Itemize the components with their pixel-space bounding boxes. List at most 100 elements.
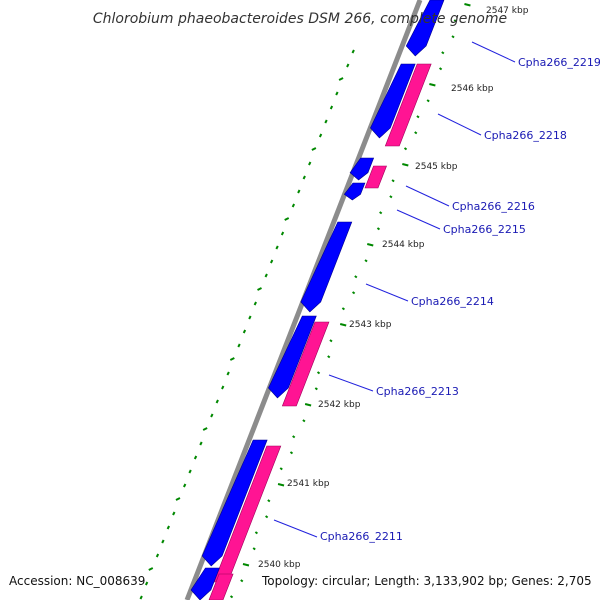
genome-summary-text: Topology: circular; Length: 3,133,902 bp… — [262, 574, 592, 588]
scale-tick — [279, 467, 283, 471]
scale-tick — [389, 195, 393, 199]
gc-dot — [329, 105, 334, 110]
scale-tick-major — [464, 3, 471, 7]
gene-arrow — [343, 182, 366, 201]
gc-dot — [346, 63, 350, 68]
gc-dot — [139, 595, 143, 600]
gc-dot — [264, 273, 268, 278]
scale-tick — [329, 339, 333, 343]
gc-dot — [248, 315, 252, 320]
label-connector — [471, 41, 516, 63]
gc-dots-track — [139, 49, 355, 600]
scale-tick — [364, 259, 368, 263]
gc-dot — [193, 455, 198, 460]
gc-dot — [175, 497, 181, 501]
scale-tick — [379, 211, 383, 215]
gene-arrow — [370, 63, 416, 139]
gene-label-cpha266-2213[interactable]: Cpha266_2213 — [376, 385, 459, 398]
scale-label-2542: 2542 kbp — [318, 400, 361, 410]
gc-dot — [166, 525, 170, 530]
gc-dot — [155, 553, 160, 558]
gc-dot — [311, 147, 317, 151]
accession-text: Accession: NC_008639 — [9, 574, 146, 588]
scale-tick-track — [229, 3, 471, 599]
scale-tick — [441, 51, 445, 55]
label-connector — [273, 519, 318, 538]
scale-label-2544: 2544 kbp — [382, 240, 425, 250]
gc-dot — [237, 343, 241, 348]
cds-feature — [364, 165, 387, 189]
gc-dot — [297, 189, 301, 194]
scale-tick — [302, 419, 306, 423]
gc-dot — [188, 469, 192, 474]
scale-label-2547: 2547 kbp — [486, 6, 529, 16]
scale-tick — [289, 451, 294, 455]
cds-feature — [208, 573, 234, 600]
scale-tick — [265, 515, 269, 519]
label-connector — [365, 283, 409, 302]
scale-tick — [292, 435, 296, 439]
gc-dot — [324, 119, 328, 124]
map-title: Chlorobium phaeobacteroides DSM 266, com… — [93, 11, 507, 27]
scale-tick — [376, 227, 381, 231]
scale-tick — [252, 547, 256, 551]
gc-dot — [172, 511, 176, 516]
gc-dot — [351, 49, 355, 54]
gc-dot — [302, 175, 306, 180]
scale-label-2545: 2545 kbp — [415, 162, 458, 172]
gene-arrow — [268, 315, 317, 399]
gc-dot — [275, 245, 279, 250]
gc-dot — [257, 287, 262, 291]
gene-label-cpha266-2216[interactable]: Cpha266_2216 — [452, 200, 535, 213]
gc-dot — [148, 567, 154, 571]
scale-tick-major — [277, 483, 285, 487]
scale-tick-major — [339, 323, 347, 327]
label-connector — [396, 209, 441, 230]
scale-tick — [327, 355, 331, 359]
cds-feature — [281, 321, 330, 407]
label-connector — [328, 374, 374, 392]
scale-label-2540: 2540 kbp — [258, 560, 301, 570]
gc-dot — [215, 399, 219, 404]
scale-tick — [341, 307, 345, 311]
gc-dot — [242, 329, 247, 334]
gene-label-cpha266-2211[interactable]: Cpha266_2211 — [320, 530, 403, 543]
gc-dot — [210, 413, 214, 418]
scale-tick — [414, 131, 418, 135]
gc-dot — [161, 539, 165, 544]
gc-dot — [221, 385, 225, 390]
gene-track — [190, 0, 445, 600]
gc-dot — [318, 133, 323, 138]
gene-arrow — [190, 567, 220, 600]
scale-tick-major — [304, 403, 312, 407]
gc-dot — [199, 441, 203, 446]
gene-arrow — [201, 439, 268, 567]
scale-tick-major — [367, 243, 374, 247]
gene-label-cpha266-2219[interactable]: Cpha266_2219 — [518, 56, 600, 69]
gc-dot — [338, 77, 344, 81]
scale-tick — [416, 115, 420, 119]
gc-dot — [226, 371, 230, 376]
scale-tick-major — [429, 83, 436, 87]
gene-label-cpha266-2218[interactable]: Cpha266_2218 — [484, 129, 567, 142]
gc-dot — [183, 483, 187, 488]
gc-dot — [335, 91, 339, 96]
scale-tick — [316, 371, 321, 375]
gc-dot — [229, 357, 235, 361]
scale-tick — [352, 291, 356, 295]
scale-tick — [254, 531, 259, 535]
cds-feature — [384, 63, 432, 147]
gene-arrow — [405, 0, 445, 57]
gc-dot — [144, 581, 149, 586]
gene-label-cpha266-2214[interactable]: Cpha266_2214 — [411, 295, 494, 308]
scale-tick — [403, 147, 408, 151]
scale-tick — [426, 99, 430, 103]
scale-tick — [240, 579, 244, 583]
scale-tick — [391, 179, 395, 183]
gc-dot — [308, 161, 312, 166]
scale-tick — [229, 595, 234, 599]
scale-tick — [314, 387, 318, 391]
gene-label-cpha266-2215[interactable]: Cpha266_2215 — [443, 223, 526, 236]
gc-dot — [269, 259, 274, 264]
gene-arrow — [349, 157, 375, 181]
